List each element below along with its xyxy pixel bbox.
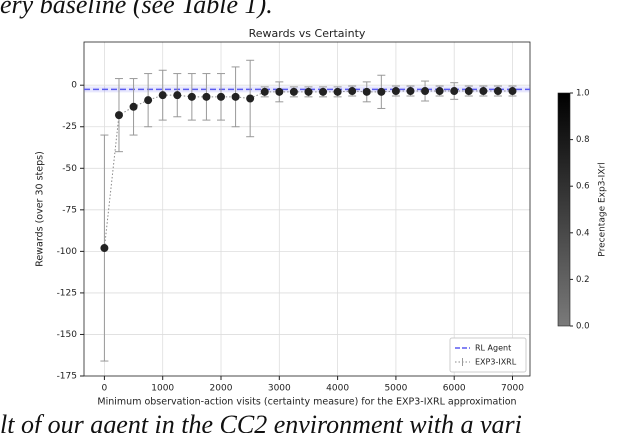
x-tick-label: 3000 bbox=[268, 384, 291, 394]
data-point bbox=[348, 87, 357, 96]
data-point bbox=[114, 111, 123, 120]
legend-box bbox=[449, 337, 527, 373]
colorbar-tick-label: 0.8 bbox=[576, 135, 590, 145]
y-tick-label: -75 bbox=[62, 205, 77, 215]
data-point bbox=[231, 92, 240, 101]
paper-text: lt of our agent in the CC2 environment w… bbox=[0, 410, 522, 433]
data-point bbox=[391, 87, 400, 96]
data-point bbox=[129, 102, 138, 111]
data-point bbox=[260, 87, 269, 96]
plot-frame bbox=[83, 41, 531, 377]
legend-label: RL Agent bbox=[475, 344, 511, 353]
legend-label: EXP3-IXRL bbox=[475, 358, 517, 367]
data-point bbox=[362, 87, 371, 96]
y-tick-label: -175 bbox=[57, 372, 77, 382]
x-axis-label: Minimum observation-action visits (certa… bbox=[97, 397, 516, 408]
data-point bbox=[275, 87, 284, 96]
plot-area bbox=[84, 42, 530, 376]
data-point bbox=[479, 87, 488, 96]
x-tick-label: 0 bbox=[102, 384, 108, 394]
y-tick-label: 0 bbox=[71, 81, 77, 91]
data-point bbox=[217, 92, 226, 101]
data-point bbox=[187, 92, 196, 101]
x-tick-label: 6000 bbox=[443, 384, 466, 394]
data-point bbox=[202, 92, 211, 101]
data-point bbox=[450, 87, 459, 96]
y-tick-label: -100 bbox=[57, 247, 78, 257]
y-tick-label: -25 bbox=[62, 122, 77, 132]
colorbar-tick-label: 0.0 bbox=[576, 322, 590, 332]
y-tick-label: -50 bbox=[62, 164, 77, 174]
data-point bbox=[304, 87, 313, 96]
colorbar-tick-label: 1.0 bbox=[576, 89, 590, 99]
data-point bbox=[173, 91, 182, 100]
data-point bbox=[508, 87, 517, 96]
chart-title: Rewards vs Certainty bbox=[249, 27, 366, 40]
data-point bbox=[464, 87, 473, 96]
data-point bbox=[333, 87, 342, 96]
colorbar-tick-label: 0.4 bbox=[576, 228, 590, 238]
data-point bbox=[377, 87, 386, 96]
y-tick-label: -150 bbox=[57, 330, 78, 340]
x-tick-label: 5000 bbox=[384, 384, 407, 394]
x-tick-label: 2000 bbox=[210, 384, 233, 394]
data-point bbox=[289, 87, 298, 96]
colorbar bbox=[557, 92, 571, 327]
paper-text: ery baseline (see Table 1). bbox=[0, 0, 273, 19]
x-tick-label: 1000 bbox=[151, 384, 174, 394]
data-point bbox=[435, 87, 444, 96]
data-point bbox=[144, 96, 153, 105]
x-tick-label: 7000 bbox=[501, 384, 524, 394]
data-point bbox=[158, 91, 167, 100]
colorbar-label: Precentage Exp3-IXrl bbox=[598, 162, 608, 256]
colorbar-tick-label: 0.2 bbox=[576, 275, 590, 285]
data-point bbox=[406, 87, 415, 96]
x-tick-label: 4000 bbox=[326, 384, 349, 394]
data-point bbox=[100, 244, 109, 253]
colorbar-tick-label: 0.6 bbox=[576, 182, 590, 192]
y-axis-label: Rewards (over 30 steps) bbox=[35, 151, 46, 267]
data-point bbox=[493, 87, 502, 96]
data-point bbox=[246, 94, 255, 103]
data-point bbox=[319, 87, 328, 96]
y-tick-label: -125 bbox=[57, 288, 77, 298]
data-point bbox=[421, 87, 430, 96]
